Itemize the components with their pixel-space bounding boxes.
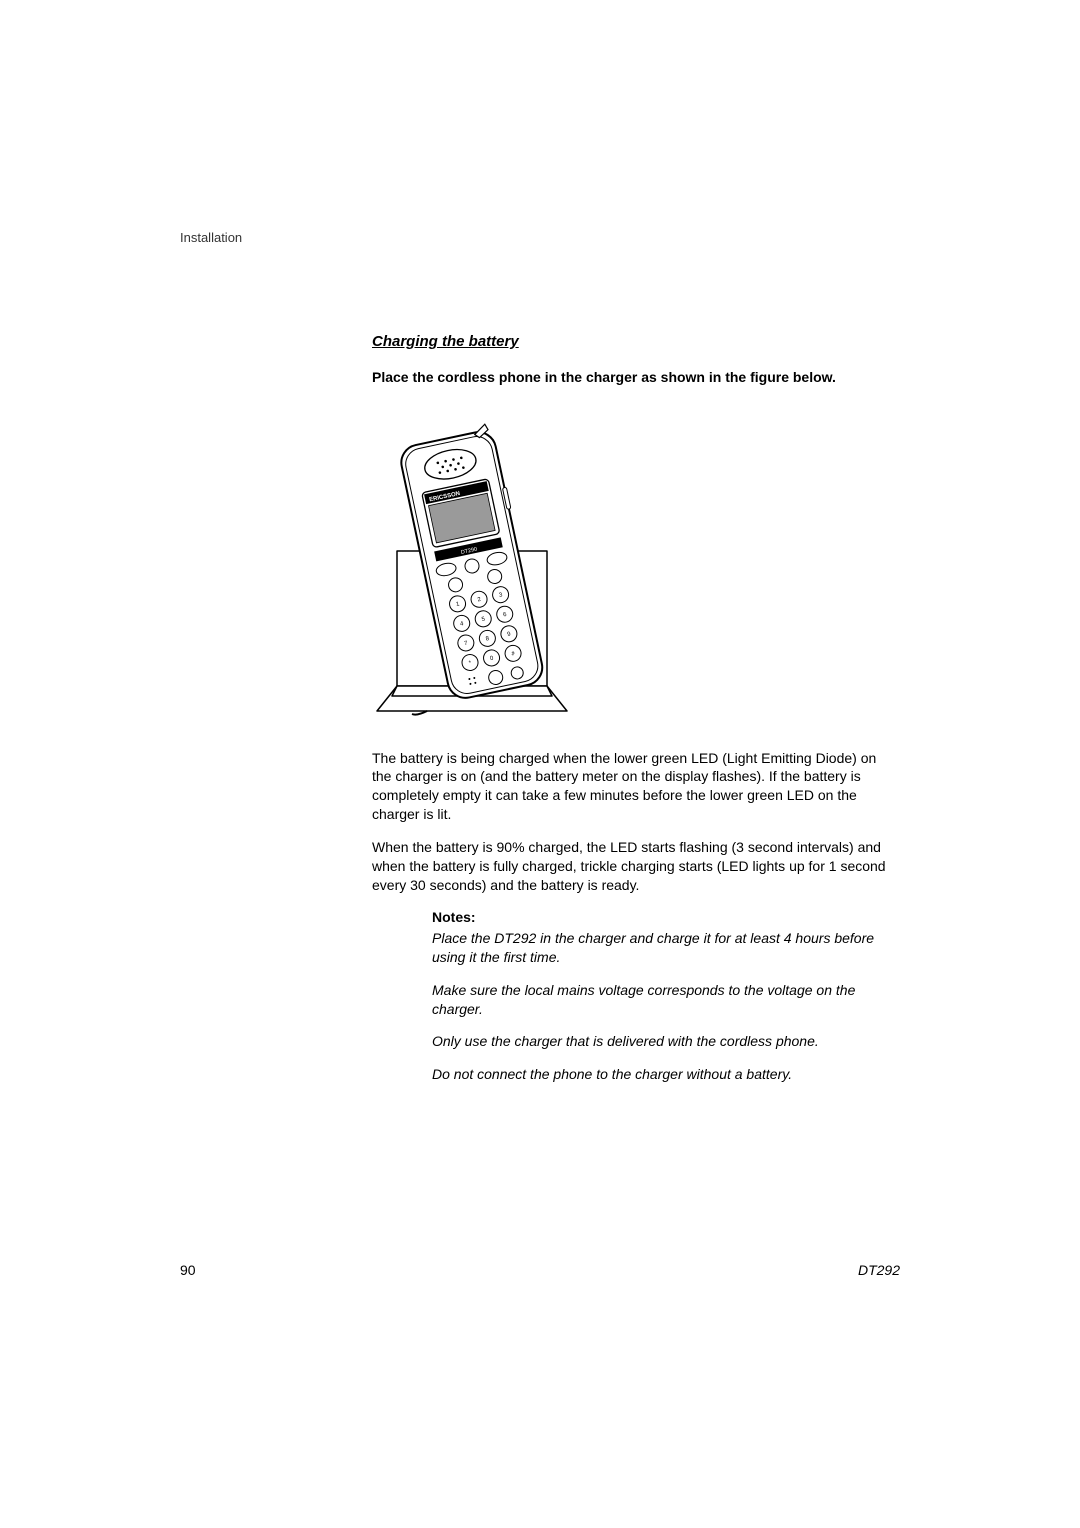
section-label: Installation <box>180 230 242 245</box>
notes-heading: Notes: <box>432 909 892 925</box>
note-item: Do not connect the phone to the charger … <box>432 1065 892 1084</box>
note-item: Only use the charger that is delivered w… <box>432 1032 892 1051</box>
footer-model: DT292 <box>858 1262 900 1278</box>
phone-in-charger-illustration: ERICSSON DT290 <box>372 416 587 716</box>
note-item: Place the DT292 in the charger and charg… <box>432 929 892 967</box>
paragraph-2: When the battery is 90% charged, the LED… <box>372 838 892 895</box>
page-number: 90 <box>180 1262 196 1278</box>
manual-page: Installation Charging the battery Place … <box>0 0 1080 1528</box>
note-item: Make sure the local mains voltage corres… <box>432 981 892 1019</box>
paragraph-1: The battery is being charged when the lo… <box>372 749 892 825</box>
notes-block: Notes: Place the DT292 in the charger an… <box>432 909 892 1084</box>
page-footer: 90 DT292 <box>180 1262 900 1278</box>
phone-charger-figure: ERICSSON DT290 <box>372 416 892 721</box>
content-area: Charging the battery Place the cordless … <box>372 333 892 1098</box>
instruction-text: Place the cordless phone in the charger … <box>372 368 892 388</box>
subheading: Charging the battery <box>372 333 892 350</box>
